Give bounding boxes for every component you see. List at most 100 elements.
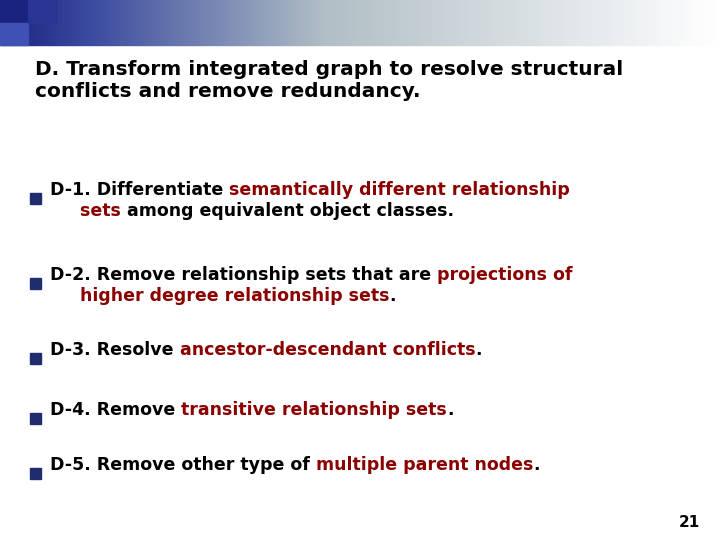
Bar <box>29 0 31 45</box>
Bar <box>682 0 684 45</box>
Bar <box>672 0 675 45</box>
Bar <box>117 0 120 45</box>
Bar <box>612 0 614 45</box>
Bar <box>495 0 497 45</box>
Bar <box>30 468 41 479</box>
Bar <box>492 0 495 45</box>
Text: conflicts and remove redundancy.: conflicts and remove redundancy. <box>35 82 420 101</box>
Bar <box>410 0 413 45</box>
Bar <box>173 0 175 45</box>
Bar <box>326 0 329 45</box>
Bar <box>583 0 585 45</box>
Bar <box>482 0 485 45</box>
Bar <box>382 0 384 45</box>
Bar <box>708 0 711 45</box>
Bar <box>264 0 266 45</box>
Bar <box>646 0 648 45</box>
Bar <box>667 0 670 45</box>
Bar <box>132 0 135 45</box>
Bar <box>619 0 621 45</box>
Bar <box>48 0 50 45</box>
Bar <box>166 0 168 45</box>
Bar <box>189 0 192 45</box>
Bar <box>567 0 569 45</box>
Bar <box>281 0 283 45</box>
Bar <box>245 0 247 45</box>
Bar <box>122 0 125 45</box>
Bar <box>19 0 22 45</box>
Bar <box>139 0 142 45</box>
Bar <box>477 0 480 45</box>
Bar <box>70 0 72 45</box>
Bar <box>0 0 2 45</box>
Bar <box>562 0 564 45</box>
Bar <box>5 0 7 45</box>
Bar <box>302 0 305 45</box>
Bar <box>96 0 99 45</box>
Bar <box>396 0 398 45</box>
Bar <box>283 0 286 45</box>
Bar <box>228 0 230 45</box>
Bar <box>204 0 207 45</box>
Bar <box>439 0 441 45</box>
Text: transitive relationship sets: transitive relationship sets <box>181 401 447 419</box>
Bar <box>691 0 693 45</box>
Bar <box>194 0 197 45</box>
Bar <box>362 0 365 45</box>
Bar <box>585 0 588 45</box>
Bar <box>250 0 252 45</box>
Bar <box>295 0 297 45</box>
Bar <box>38 0 41 45</box>
Bar <box>569 0 571 45</box>
Bar <box>156 0 158 45</box>
Bar <box>197 0 199 45</box>
Bar <box>621 0 624 45</box>
Bar <box>466 0 468 45</box>
Bar <box>614 0 617 45</box>
Bar <box>528 0 531 45</box>
Bar <box>225 0 228 45</box>
Bar <box>41 0 43 45</box>
Bar <box>518 0 521 45</box>
Bar <box>605 0 607 45</box>
Bar <box>17 0 19 45</box>
Bar <box>413 0 415 45</box>
Bar <box>106 0 108 45</box>
Bar <box>706 0 708 45</box>
Bar <box>554 0 557 45</box>
Bar <box>432 0 434 45</box>
Bar <box>405 0 408 45</box>
Bar <box>456 0 459 45</box>
Bar <box>30 413 41 424</box>
Bar <box>130 0 132 45</box>
Bar <box>257 0 259 45</box>
Bar <box>689 0 691 45</box>
Bar <box>338 0 341 45</box>
Bar <box>307 0 310 45</box>
Bar <box>715 0 718 45</box>
Bar <box>297 0 300 45</box>
Bar <box>531 0 533 45</box>
Bar <box>693 0 696 45</box>
Text: semantically different relationship: semantically different relationship <box>229 181 570 199</box>
Bar <box>571 0 574 45</box>
Bar <box>0 0 28 23</box>
Text: D-5. Remove other type of: D-5. Remove other type of <box>50 456 316 474</box>
Bar <box>322 0 324 45</box>
Bar <box>391 0 394 45</box>
Bar <box>30 278 41 289</box>
Bar <box>425 0 427 45</box>
Bar <box>259 0 261 45</box>
Text: higher degree relationship sets: higher degree relationship sets <box>50 287 390 305</box>
Bar <box>329 0 331 45</box>
Bar <box>53 0 55 45</box>
Text: .: . <box>447 401 454 419</box>
Text: ancestor-descendant conflicts: ancestor-descendant conflicts <box>179 341 475 359</box>
Bar <box>55 0 58 45</box>
Bar <box>171 0 173 45</box>
Bar <box>557 0 559 45</box>
Bar <box>187 0 189 45</box>
Text: D. Transform integrated graph to resolve structural: D. Transform integrated graph to resolve… <box>35 60 624 79</box>
Bar <box>110 0 113 45</box>
Bar <box>351 0 353 45</box>
